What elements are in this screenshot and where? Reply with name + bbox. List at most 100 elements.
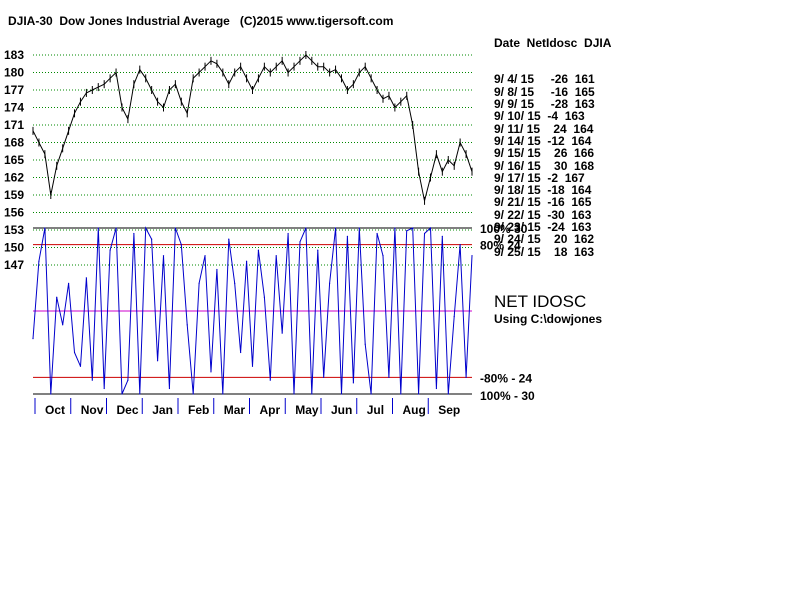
oscillator-point — [263, 296, 265, 298]
table-row: 9/ 25/ 15 18 163 — [494, 244, 595, 259]
oscillator-point — [257, 249, 260, 251]
oscillator-point — [79, 365, 82, 367]
oscillator-level-labels: 100% 30 80% 24 -80% - 24 100% - 30 — [480, 222, 535, 403]
oscillator-point — [346, 235, 349, 237]
oscillator-point — [323, 376, 325, 378]
grid-lines — [33, 54, 472, 395]
osc-level-label: 100% - 30 — [480, 389, 535, 403]
oscillator-point — [376, 232, 378, 235]
oscillator-series — [32, 226, 473, 395]
oscillator-point — [44, 227, 46, 229]
oscillator-point — [103, 387, 105, 390]
x-tick-label: Jun — [331, 403, 352, 417]
osc-level-label: -80% - 24 — [480, 371, 532, 385]
y-tick-label: 168 — [4, 136, 24, 150]
oscillator-point — [222, 393, 224, 395]
x-tick-label: May — [295, 403, 319, 417]
y-tick-label: 180 — [4, 66, 24, 80]
oscillator-point — [471, 255, 473, 257]
oscillator-point — [329, 282, 331, 284]
oscillator-point — [162, 255, 165, 257]
oscillator-point — [216, 268, 218, 271]
oscillator-point — [121, 393, 123, 395]
oscillator-point — [73, 351, 76, 354]
oscillator-point — [394, 227, 396, 229]
oscillator-point — [429, 227, 432, 229]
oscillator-point — [115, 227, 117, 229]
oscillator-point — [38, 260, 40, 262]
oscillator-point — [139, 393, 141, 395]
x-tick-label: Aug — [403, 403, 426, 417]
oscillator-point — [453, 315, 455, 318]
table-row: 9/ 10/ 15 -4 163 — [494, 109, 585, 124]
y-tick-label: 159 — [4, 188, 24, 202]
oscillator-point — [287, 232, 289, 235]
table-header: Date NetIdosc DJIA — [494, 35, 612, 50]
x-tick-label: Apr — [260, 403, 281, 417]
oscillator-point — [334, 227, 337, 229]
y-tick-label: 162 — [4, 171, 24, 185]
table-row: 9/ 14/ 15 -12 164 — [494, 133, 592, 148]
oscillator-subtitle: Using C:\dowjones — [494, 312, 602, 326]
x-axis-labels: Oct Nov Dec Jan Feb Mar Apr May Jun Jul Aug Sep — [34, 398, 460, 417]
price-line — [32, 54, 473, 201]
oscillator-point — [400, 393, 402, 395]
oscillator-point — [299, 241, 301, 243]
oscillator-point — [85, 277, 87, 279]
table-row: 9/ 15/ 15 26 166 — [494, 146, 595, 161]
chart-title: DJIA-30 Dow Jones Industrial Average (C)… — [8, 14, 394, 28]
oscillator-point — [127, 379, 129, 381]
table-rows: 9/ 4/ 15 -26 161 9/ 8/ 15 -16 165 9/ 9/ 15… — [494, 73, 611, 259]
oscillator-point — [340, 393, 343, 395]
table-row: 9/ 22/ 15 -30 163 — [494, 207, 592, 222]
oscillator-point — [364, 343, 366, 345]
oscillator-point — [62, 324, 64, 326]
oscillator-point — [32, 338, 34, 340]
y-tick-label: 171 — [4, 118, 24, 132]
oscillator-point — [293, 393, 295, 395]
oscillator-point — [465, 376, 467, 378]
table-row: 9/ 24/ 15 20 162 — [494, 232, 595, 247]
table-row: 9/ 8/ 15 -16 165 — [494, 84, 595, 99]
x-tick-label: Dec — [117, 403, 139, 417]
table-row: 9/ 18/ 15 -18 164 — [494, 183, 592, 198]
table-row: 9/ 17/ 15 -2 167 — [494, 170, 585, 185]
oscillator-point — [447, 393, 449, 395]
oscillator-point — [281, 332, 283, 334]
oscillator-point — [234, 282, 236, 284]
oscillator-point — [317, 249, 319, 251]
x-tick-label: Feb — [188, 403, 209, 417]
oscillator-point — [192, 393, 194, 395]
table-row: 9/ 21/ 15 -16 165 — [494, 195, 592, 210]
oscillator-point — [435, 387, 438, 390]
oscillator-point — [97, 227, 99, 229]
oscillator-point — [186, 324, 188, 326]
oscillator-point — [180, 244, 182, 246]
oscillator-point — [133, 232, 135, 235]
oscillator-point — [251, 365, 254, 367]
table-row: 9/ 9/ 15 -28 163 — [494, 97, 595, 112]
oscillator-point — [56, 296, 58, 298]
oscillator-point — [412, 227, 414, 229]
y-axis-labels: 183 180 177 174 171 168 165 162 159 156 153 150 147 — [4, 48, 24, 272]
y-tick-label: 147 — [4, 258, 24, 272]
y-tick-label: 174 — [4, 101, 24, 115]
oscillator-point — [228, 238, 230, 240]
table-row: 9/ 23/ 15 -24 163 — [494, 220, 592, 235]
y-tick-label: 177 — [4, 83, 24, 97]
oscillator-point — [423, 232, 426, 235]
osc-level-label: 100% 30 — [480, 222, 528, 236]
y-tick-label: 150 — [4, 241, 24, 255]
oscillator-point — [156, 360, 159, 362]
oscillator-point — [275, 255, 277, 257]
oscillator-point — [382, 255, 384, 257]
oscillator-title: NET IDOSC — [494, 292, 587, 311]
oscillator-point — [91, 379, 93, 381]
oscillator-point — [168, 387, 171, 390]
oscillator-point — [459, 244, 461, 246]
osc-level-label: 80% 24 — [480, 239, 521, 253]
x-tick-label: Oct — [45, 403, 65, 417]
x-tick-label: Sep — [438, 403, 460, 417]
oscillator-point — [269, 379, 271, 381]
